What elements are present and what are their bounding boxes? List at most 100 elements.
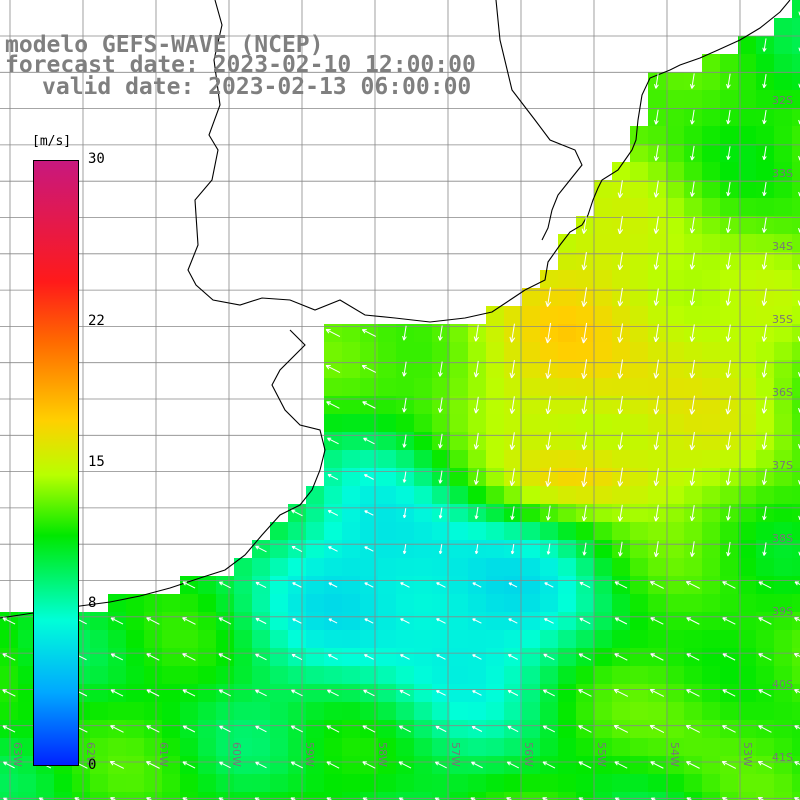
wind-cell [126, 756, 145, 775]
wind-arrow [361, 329, 376, 337]
wind-arrow [762, 217, 767, 233]
wind-cell [486, 702, 505, 721]
wind-cell [576, 630, 595, 649]
wind-arrow [617, 432, 624, 450]
wind-cell [756, 558, 775, 577]
wind-cell [270, 720, 289, 739]
wind-cell [144, 738, 163, 757]
wind-arrow [2, 653, 16, 661]
wind-cell [126, 702, 145, 721]
wind-cell [468, 558, 487, 577]
wind-arrow [2, 761, 15, 769]
wind-arrow [361, 365, 377, 373]
wind-cell [378, 558, 397, 577]
wind-arrow [326, 689, 339, 697]
wind-arrow [473, 396, 479, 414]
wind-arrow [436, 582, 446, 588]
wind-cell [756, 594, 775, 613]
wind-arrow [794, 581, 800, 586]
wind-cell [288, 774, 307, 793]
wind-cell [630, 396, 649, 415]
wind-cell [792, 144, 800, 163]
wind-cell [450, 792, 469, 800]
wind-cell [360, 666, 379, 685]
wind-cell [738, 594, 757, 613]
wind-cell [594, 558, 613, 577]
wind-cell [306, 504, 325, 523]
wind-arrow [473, 360, 479, 378]
wind-arrow [685, 761, 700, 769]
wind-cell [18, 738, 37, 757]
wind-cell [738, 612, 757, 631]
wind-arrow [758, 617, 772, 625]
wind-cell [630, 306, 649, 325]
wind-arrow [509, 432, 516, 450]
wind-cell [558, 306, 577, 325]
wind-cell [360, 774, 379, 793]
wind-cell [108, 792, 127, 800]
wind-arrow [218, 689, 232, 697]
wind-cell [432, 486, 451, 505]
wind-cell [612, 558, 631, 577]
wind-cell [558, 360, 577, 379]
wind-cell [648, 792, 667, 800]
wind-cell [612, 774, 631, 793]
wind-cell [630, 450, 649, 469]
wind-cell [342, 756, 361, 775]
wind-cell [504, 630, 523, 649]
wind-arrow [255, 581, 267, 589]
colorbar-tick-label: 15 [88, 454, 105, 470]
wind-cell [378, 486, 397, 505]
wind-cell [414, 576, 433, 595]
wind-cell [396, 594, 415, 613]
wind-cell [774, 288, 793, 307]
wind-cell [666, 522, 685, 541]
wind-cell [666, 792, 685, 800]
wind-cell [378, 378, 397, 397]
wind-cell [486, 630, 505, 649]
wind-cell [396, 378, 415, 397]
wind-cell [756, 702, 775, 721]
wind-cell [360, 486, 379, 505]
wind-arrow [794, 761, 800, 766]
wind-cell [342, 486, 361, 505]
wind-cell [630, 702, 649, 721]
wind-cell [414, 738, 433, 757]
wind-cell [702, 522, 721, 541]
wind-arrow [617, 252, 624, 271]
wind-arrow [653, 359, 660, 379]
wind-cell [324, 522, 343, 541]
wind-cell [792, 414, 800, 433]
wind-cell [702, 558, 721, 577]
wind-cell [558, 234, 577, 253]
wind-cell [540, 450, 559, 469]
wind-cell [432, 378, 451, 397]
wind-cell [594, 774, 613, 793]
wind-cell [576, 270, 595, 289]
wind-cell [558, 378, 577, 397]
wind-cell [702, 702, 721, 721]
wind-cell [414, 684, 433, 703]
wind-arrow [438, 507, 443, 519]
wind-arrow [762, 38, 767, 52]
wind-cell [756, 54, 775, 73]
colorbar-tick-label: 8 [88, 595, 97, 612]
wind-arrow [653, 324, 660, 343]
wind-cell [468, 792, 487, 800]
wind-cell [774, 648, 793, 667]
wind-arrow [291, 509, 303, 517]
wind-cell [612, 630, 631, 649]
wind-cell [252, 738, 271, 757]
wind-cell [738, 684, 757, 703]
wind-cell [18, 774, 37, 793]
wind-cell [342, 504, 361, 523]
wind-cell [468, 738, 487, 757]
wind-cell [468, 450, 487, 469]
wind-cell [666, 396, 685, 415]
wind-cell [324, 774, 343, 793]
wind-arrow [653, 216, 660, 234]
wind-cell [630, 522, 649, 541]
wind-cell [630, 288, 649, 307]
wind-cell [702, 612, 721, 631]
wind-cell [630, 504, 649, 523]
